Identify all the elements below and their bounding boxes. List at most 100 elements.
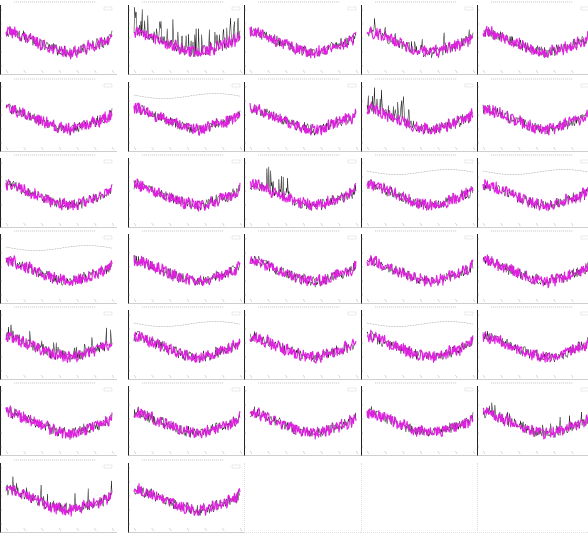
x-tick-label: [169, 222, 172, 227]
x-tick-label: [535, 146, 539, 151]
x-tick-label: [366, 146, 370, 151]
series-interval: [482, 169, 588, 175]
x-tick-label: [239, 222, 243, 227]
x-tick-label: [76, 374, 79, 379]
x-tick-label: [76, 450, 79, 455]
x-tick-label: [41, 69, 44, 74]
x-tick-label: [482, 450, 486, 455]
x-tick-label: [151, 527, 154, 532]
subplot-2: [128, 0, 245, 75]
x-tick-label: [5, 527, 9, 532]
series-interval: [5, 245, 113, 251]
x-tick-label: [437, 374, 440, 379]
series-actual: [366, 408, 474, 437]
subplot-axes: [128, 234, 245, 304]
subplot-svg: [477, 78, 588, 151]
x-tick-label: [186, 527, 190, 532]
x-tick-label: [133, 374, 137, 379]
x-tick-label: [5, 298, 9, 303]
x-tick-label: [402, 222, 405, 227]
x-tick-label: [169, 527, 172, 532]
subplot-19: [361, 229, 478, 304]
legend: [231, 235, 241, 240]
x-tick-label: [222, 527, 225, 532]
x-tick-label: [500, 69, 503, 74]
legend: [347, 6, 357, 11]
series-interval: [366, 169, 474, 175]
subplot-axes: [244, 158, 361, 228]
x-tick-label: [58, 146, 62, 151]
x-tick-label: [500, 450, 503, 455]
x-tick-label: [472, 69, 476, 74]
legend: [580, 311, 588, 316]
x-tick-label: [518, 222, 521, 227]
subplot-svg: [244, 154, 359, 227]
subplot-axes: [477, 310, 588, 380]
x-tick-label: [58, 527, 62, 532]
subplot-svg: [128, 306, 243, 379]
x-tick-label: [222, 450, 225, 455]
subplot-axes: [361, 82, 478, 152]
x-tick-label: [169, 374, 172, 379]
subplot-11: [0, 153, 117, 228]
legend: [347, 159, 357, 164]
subplot-23: [244, 305, 361, 380]
x-tick-label: [249, 222, 253, 227]
subplot-svg: [0, 78, 115, 151]
series-actual: [366, 179, 474, 211]
subplot-axes: [361, 234, 478, 304]
x-tick-label: [472, 450, 476, 455]
x-tick-label: [204, 450, 207, 455]
x-tick-label: [571, 374, 574, 379]
x-tick-label: [239, 69, 243, 74]
x-tick-label: [133, 222, 137, 227]
x-tick-label: [222, 298, 225, 303]
x-tick-label: [169, 146, 172, 151]
x-tick-label: [535, 69, 539, 74]
x-tick-label: [338, 69, 341, 74]
subplot-1: [0, 0, 117, 75]
series-actual: [249, 407, 357, 440]
x-tick-label: [58, 298, 62, 303]
x-tick-label: [355, 146, 359, 151]
subplot-svg: [244, 78, 359, 151]
x-tick-label: [285, 374, 288, 379]
x-tick-label: [151, 450, 154, 455]
x-tick-label: [437, 146, 440, 151]
x-tick-label: [239, 298, 243, 303]
x-tick-label: [239, 146, 243, 151]
x-tick-label: [535, 222, 539, 227]
x-tick-label: [320, 222, 323, 227]
x-tick-label: [267, 69, 270, 74]
x-tick-label: [384, 69, 387, 74]
x-tick-label: [500, 146, 503, 151]
x-tick-label: [58, 69, 62, 74]
x-tick-label: [419, 69, 423, 74]
x-tick-label: [222, 374, 225, 379]
subplot-3: [244, 0, 361, 75]
x-tick-label: [204, 298, 207, 303]
legend: [464, 235, 474, 240]
x-tick-label: [571, 450, 574, 455]
subplot-svg: [244, 230, 359, 303]
x-tick-label: [23, 298, 26, 303]
subplot-30: [477, 381, 588, 456]
x-tick-label: [222, 222, 225, 227]
x-tick-label: [571, 69, 574, 74]
series-actual: [482, 179, 588, 212]
x-tick-label: [553, 298, 556, 303]
legend: [464, 83, 474, 88]
legend: [231, 387, 241, 392]
x-tick-label: [169, 298, 172, 303]
x-tick-label: [111, 298, 115, 303]
x-tick-label: [267, 298, 270, 303]
x-tick-label: [5, 69, 9, 74]
x-tick-label: [76, 527, 79, 532]
x-tick-label: [571, 298, 574, 303]
x-tick-label: [151, 374, 154, 379]
x-tick-label: [402, 69, 405, 74]
x-tick-label: [518, 298, 521, 303]
x-tick-label: [41, 527, 44, 532]
x-tick-label: [355, 298, 359, 303]
